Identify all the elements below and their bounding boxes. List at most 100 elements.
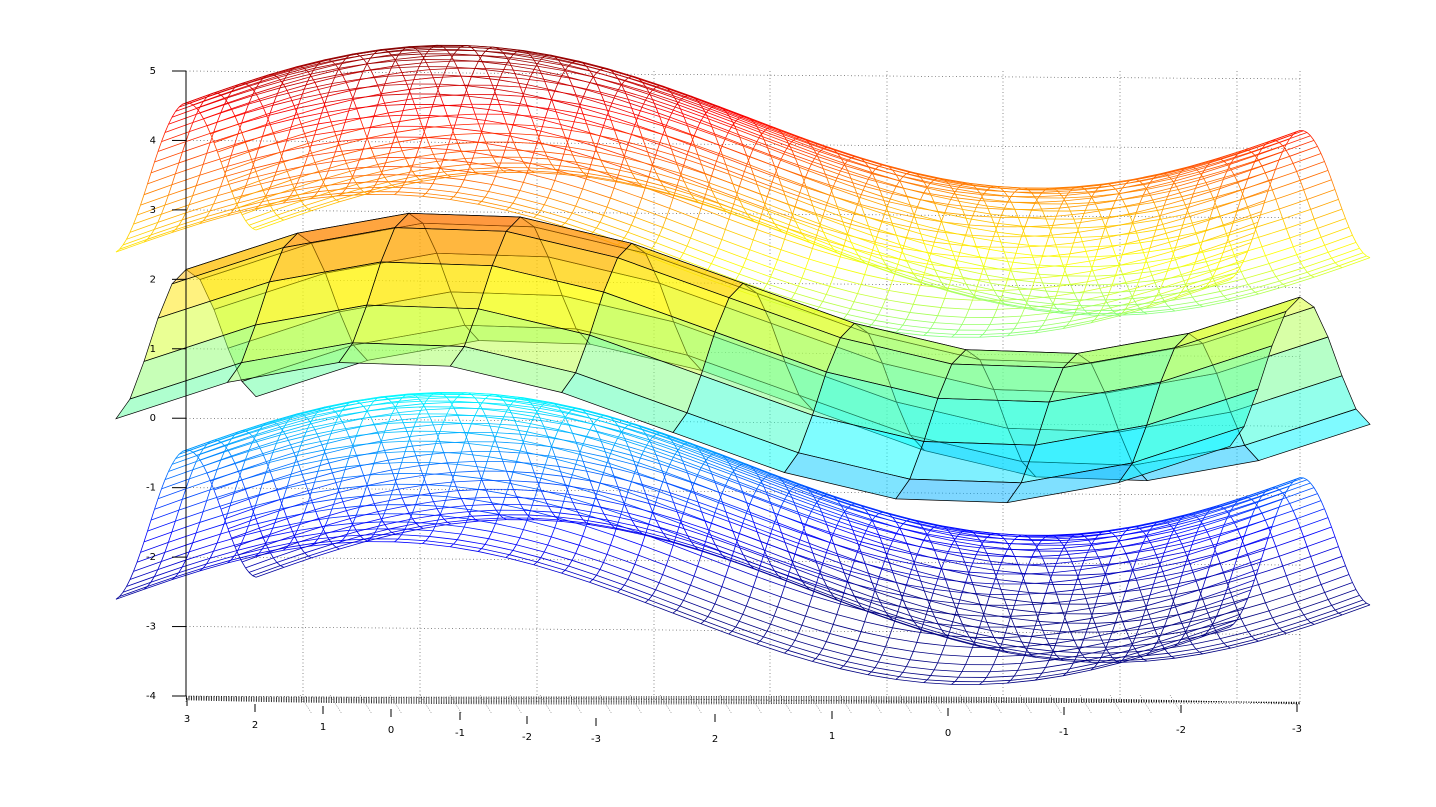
mesh-segment xyxy=(798,633,826,641)
mesh-segment xyxy=(472,169,476,172)
mesh-segment xyxy=(837,267,865,274)
mesh-segment xyxy=(486,142,490,150)
mesh-segment xyxy=(450,197,454,200)
mesh-segment xyxy=(1035,623,1063,626)
mesh-segment xyxy=(847,309,851,315)
mesh-segment xyxy=(910,312,938,315)
mesh-segment xyxy=(1022,642,1050,645)
mesh-segment xyxy=(652,155,656,166)
mesh-segment xyxy=(1039,326,1067,330)
mesh-segment xyxy=(583,536,611,545)
mesh-segment xyxy=(903,535,931,542)
mesh-segment xyxy=(203,153,207,164)
mesh-segment xyxy=(774,269,802,278)
mesh-segment xyxy=(301,166,305,175)
mesh-segment xyxy=(1272,180,1300,190)
mesh-segment xyxy=(987,275,991,283)
mesh-segment xyxy=(994,637,1022,642)
mesh-segment xyxy=(750,149,754,157)
mesh-segment xyxy=(1224,636,1252,643)
mesh-segment xyxy=(1279,619,1307,628)
mesh-segment xyxy=(339,131,343,142)
mesh-segment xyxy=(1109,580,1137,583)
mesh-segment xyxy=(235,454,263,464)
mesh-segment xyxy=(1109,527,1137,531)
mesh-segment xyxy=(837,615,865,622)
mesh-segment xyxy=(914,214,918,224)
mesh-segment xyxy=(336,71,364,75)
mesh-segment xyxy=(736,274,740,280)
mesh-segment xyxy=(757,223,785,233)
mesh-segment xyxy=(739,267,743,274)
mesh-segment xyxy=(291,171,319,180)
mesh-segment xyxy=(1293,247,1297,255)
mesh-segment xyxy=(597,152,601,160)
mesh-segment xyxy=(1304,190,1308,200)
mesh-segment xyxy=(339,64,367,70)
mesh-segment xyxy=(454,117,458,128)
mesh-segment xyxy=(722,230,726,240)
mesh-segment xyxy=(1279,480,1307,490)
mesh-segment xyxy=(1325,162,1329,171)
mesh-segment xyxy=(628,225,632,232)
mesh-segment xyxy=(1050,645,1078,647)
mesh-segment xyxy=(1046,316,1074,320)
mesh-segment xyxy=(516,191,520,198)
mesh-segment xyxy=(569,147,597,152)
mesh-segment xyxy=(656,155,684,165)
mesh-segment xyxy=(357,525,385,532)
mesh-segment xyxy=(496,442,524,444)
mesh-segment xyxy=(374,462,402,463)
mesh-segment xyxy=(242,422,270,431)
mesh-segment xyxy=(1290,156,1294,163)
mesh-segment xyxy=(889,216,893,226)
mesh-segment xyxy=(1220,285,1248,292)
mesh-segment xyxy=(182,143,210,153)
mesh-segment xyxy=(482,120,486,131)
mesh-segment xyxy=(819,574,847,582)
mesh-segment xyxy=(802,524,830,534)
mesh-segment xyxy=(461,534,489,539)
mesh-segment xyxy=(841,254,869,264)
mesh-segment xyxy=(444,67,448,75)
mesh-segment xyxy=(1300,262,1304,268)
mesh-segment xyxy=(903,174,907,177)
mesh-segment xyxy=(339,411,367,417)
mesh-segment xyxy=(1363,253,1367,256)
mesh-segment xyxy=(990,237,994,248)
mesh-segment xyxy=(1272,262,1300,271)
mesh-segment xyxy=(1067,203,1095,204)
mesh-segment xyxy=(492,532,520,538)
mesh-segment xyxy=(1049,580,1077,583)
z-gridline xyxy=(186,696,1300,704)
mesh-segment xyxy=(402,494,430,498)
mesh-segment xyxy=(482,51,486,55)
mesh-segment xyxy=(558,171,586,179)
mesh-segment xyxy=(1035,276,1063,279)
mesh-segment xyxy=(983,680,1011,681)
mesh-segment xyxy=(1265,247,1293,256)
mesh-segment xyxy=(430,146,434,154)
mesh-segment xyxy=(1039,673,1067,677)
mesh-segment xyxy=(148,521,176,531)
mesh-segment xyxy=(221,499,249,509)
mesh-segment xyxy=(625,158,653,165)
surface-facet xyxy=(938,364,1063,402)
mesh-segment xyxy=(840,518,868,526)
mesh-segment xyxy=(580,104,608,110)
mesh-segment xyxy=(1290,238,1294,247)
mesh-segment xyxy=(976,280,980,290)
mesh-segment xyxy=(273,96,277,105)
mesh-segment xyxy=(537,562,565,570)
mesh-segment xyxy=(1265,256,1269,264)
mesh-segment xyxy=(896,617,924,622)
mesh-segment xyxy=(576,206,604,215)
mesh-segment xyxy=(725,577,753,587)
mesh-segment xyxy=(1265,173,1269,181)
mesh-segment xyxy=(544,198,548,205)
mesh-segment xyxy=(552,402,580,408)
mesh-segment xyxy=(506,557,534,564)
mesh-segment xyxy=(660,117,664,126)
mesh-segment xyxy=(997,300,1001,309)
mesh-segment xyxy=(1011,618,1039,621)
